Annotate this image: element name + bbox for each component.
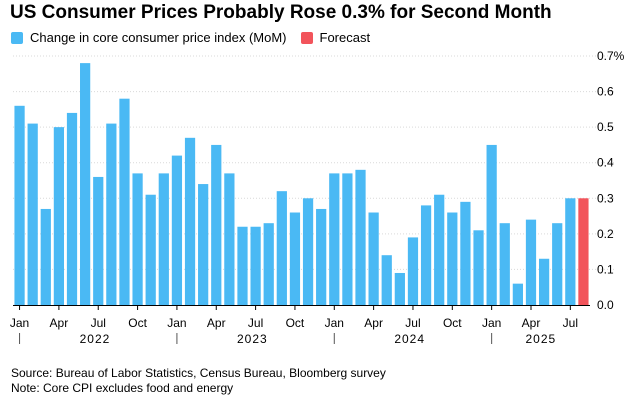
x-month-label: Jan (10, 316, 29, 330)
legend-entry-core-cpi: Change in core consumer price index (MoM… (11, 30, 287, 45)
data-bar (381, 255, 392, 305)
chart-title: US Consumer Prices Probably Rose 0.3% fo… (10, 2, 552, 23)
data-bar (184, 137, 196, 305)
x-year-label: 2022 (80, 332, 111, 346)
y-tick-label: 0.3 (597, 191, 614, 205)
data-bar (394, 272, 405, 305)
source-note: Source: Bureau of Labor Statistics, Cens… (11, 366, 386, 380)
legend: Change in core consumer price index (MoM… (11, 30, 384, 45)
data-bar (171, 155, 183, 305)
data-bar (93, 176, 104, 305)
data-bar (289, 212, 301, 305)
x-month-label: Jan (167, 316, 186, 330)
x-month-label: Jul (91, 316, 106, 330)
data-bar (119, 98, 130, 305)
data-bar (512, 283, 523, 305)
x-month-label: Jul (405, 316, 420, 330)
x-year-label: 2025 (525, 332, 556, 346)
data-bar (263, 223, 274, 305)
x-month-label: Apr (50, 316, 69, 330)
data-bar (368, 212, 379, 305)
data-bar (355, 169, 366, 305)
data-bar (552, 223, 563, 305)
data-bar (499, 223, 510, 305)
y-tick-label: 0.2 (597, 227, 614, 241)
x-year-label: 2023 (237, 332, 268, 346)
legend-swatch-core-cpi (11, 31, 23, 44)
data-bar (198, 184, 209, 305)
data-bar (145, 194, 156, 305)
y-tick-label: 0.7% (597, 49, 625, 63)
forecast-bar (578, 198, 589, 305)
data-bar (40, 208, 51, 305)
x-month-label: Oct (443, 316, 462, 330)
x-month-label: Jan (482, 316, 501, 330)
x-month-label: Apr (522, 316, 541, 330)
data-bar (329, 173, 340, 305)
data-bar (538, 258, 550, 305)
x-month-label: Apr (207, 316, 226, 330)
data-bar (158, 173, 169, 305)
data-bar (132, 173, 143, 305)
data-bar (250, 226, 261, 305)
data-bar (420, 205, 432, 305)
data-bar (407, 237, 419, 305)
x-month-label: Oct (286, 316, 305, 330)
y-tick-label: 0.1 (597, 262, 614, 276)
data-bar (316, 208, 327, 305)
y-tick-label: 0.6 (597, 85, 614, 99)
legend-entry-forecast: Forecast (300, 30, 371, 45)
data-bar (14, 105, 25, 305)
y-tick-label: 0.5 (597, 120, 614, 134)
data-bar (106, 123, 117, 305)
legend-label-core-cpi: Change in core consumer price index (MoM… (30, 30, 287, 45)
x-month-label: Jul (563, 316, 578, 330)
data-bar (460, 201, 471, 305)
data-bar (276, 191, 287, 305)
data-bar (565, 198, 576, 305)
data-bar (80, 63, 91, 305)
data-bar (342, 173, 353, 305)
x-month-label: Jul (248, 316, 263, 330)
definition-note: Note: Core CPI excludes food and energy (11, 381, 234, 395)
data-bar (486, 144, 497, 305)
legend-label-forecast: Forecast (319, 30, 371, 45)
data-bar (473, 230, 484, 305)
x-month-label: Apr (364, 316, 383, 330)
data-bar (53, 127, 65, 306)
x-month-label: Jan (325, 316, 344, 330)
y-tick-label: 0.0 (597, 298, 614, 312)
data-bar (237, 226, 248, 305)
data-bar (525, 219, 537, 305)
data-bar (224, 173, 235, 305)
data-bar (27, 123, 38, 305)
data-bar (211, 144, 222, 305)
legend-swatch-forecast (300, 31, 313, 44)
y-tick-label: 0.4 (597, 156, 614, 170)
data-bar (302, 198, 314, 305)
data-bar (447, 212, 458, 305)
x-year-label: 2024 (394, 332, 425, 346)
x-month-label: Oct (128, 316, 147, 330)
data-bar (66, 112, 78, 306)
footnotes: Source: Bureau of Labor Statistics, Cens… (11, 366, 386, 396)
data-bar (434, 194, 445, 305)
